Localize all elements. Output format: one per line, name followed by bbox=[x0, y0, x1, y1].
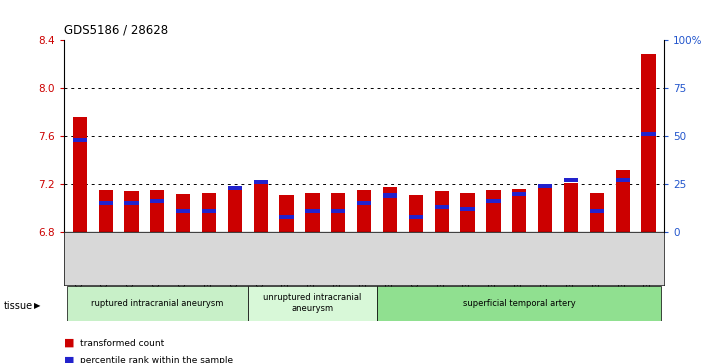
Text: ■: ■ bbox=[64, 355, 75, 363]
Bar bbox=[124, 201, 139, 205]
Bar bbox=[279, 215, 293, 219]
Text: ▶: ▶ bbox=[34, 301, 41, 310]
Bar bbox=[331, 209, 346, 213]
Bar bbox=[590, 193, 604, 232]
Bar bbox=[73, 138, 87, 142]
Bar bbox=[357, 201, 371, 205]
Text: transformed count: transformed count bbox=[80, 339, 164, 347]
Bar bbox=[150, 190, 164, 232]
Bar bbox=[615, 170, 630, 232]
Bar bbox=[253, 183, 268, 232]
FancyBboxPatch shape bbox=[67, 286, 248, 321]
Bar bbox=[253, 180, 268, 184]
Text: unruptured intracranial
aneurysm: unruptured intracranial aneurysm bbox=[263, 293, 361, 313]
Bar bbox=[176, 209, 191, 213]
Bar bbox=[461, 193, 475, 232]
Bar bbox=[564, 183, 578, 232]
Text: tissue: tissue bbox=[4, 301, 33, 311]
FancyBboxPatch shape bbox=[377, 286, 661, 321]
FancyBboxPatch shape bbox=[248, 286, 377, 321]
Bar bbox=[202, 193, 216, 232]
Bar bbox=[202, 209, 216, 213]
Bar bbox=[486, 199, 501, 203]
Bar bbox=[435, 205, 449, 209]
Bar bbox=[538, 184, 552, 188]
Bar bbox=[461, 207, 475, 211]
Bar bbox=[357, 190, 371, 232]
Bar bbox=[124, 191, 139, 232]
Bar bbox=[435, 191, 449, 232]
Bar bbox=[538, 187, 552, 232]
Bar bbox=[306, 209, 320, 213]
Bar bbox=[99, 201, 113, 205]
Bar bbox=[564, 178, 578, 182]
Bar bbox=[279, 195, 293, 232]
Bar bbox=[228, 186, 242, 190]
Bar bbox=[306, 193, 320, 232]
Text: GDS5186 / 28628: GDS5186 / 28628 bbox=[64, 24, 169, 37]
Bar bbox=[99, 190, 113, 232]
Bar bbox=[176, 194, 191, 232]
Bar bbox=[512, 192, 526, 196]
Text: superficial temporal artery: superficial temporal artery bbox=[463, 299, 575, 307]
Bar bbox=[641, 132, 655, 136]
Bar bbox=[408, 195, 423, 232]
Bar bbox=[641, 54, 655, 232]
Bar bbox=[615, 178, 630, 182]
Bar bbox=[331, 193, 346, 232]
Bar bbox=[150, 199, 164, 203]
Bar bbox=[228, 187, 242, 232]
Bar bbox=[590, 209, 604, 213]
Bar bbox=[408, 215, 423, 219]
Text: percentile rank within the sample: percentile rank within the sample bbox=[80, 356, 233, 363]
Bar bbox=[486, 190, 501, 232]
Text: ■: ■ bbox=[64, 338, 75, 348]
Bar bbox=[383, 187, 397, 232]
Bar bbox=[383, 193, 397, 198]
Bar bbox=[73, 117, 87, 232]
Bar bbox=[512, 189, 526, 232]
Text: ruptured intracranial aneurysm: ruptured intracranial aneurysm bbox=[91, 299, 223, 307]
